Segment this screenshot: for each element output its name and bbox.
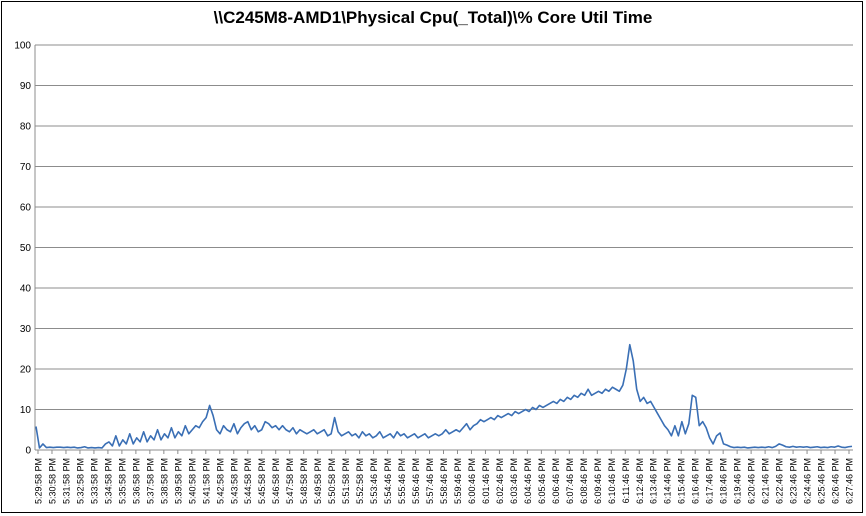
x-tick-label: 6:16:46 PM — [691, 458, 701, 504]
x-tick-label: 5:34:58 PM — [103, 458, 113, 504]
x-tick-label: 6:02:46 PM — [495, 458, 505, 504]
x-tick-label: 5:33:58 PM — [89, 458, 99, 504]
x-tick-label: 5:30:58 PM — [48, 458, 58, 504]
y-tick-label: 60 — [20, 203, 32, 214]
x-tick-label: 5:52:58 PM — [355, 458, 365, 504]
x-tick-label: 5:41:58 PM — [201, 458, 211, 504]
y-tick-label: 10 — [20, 405, 32, 416]
x-tick-label: 6:20:46 PM — [747, 458, 757, 504]
x-tick-label: 5:55:46 PM — [397, 458, 407, 504]
x-tick-label: 6:21:46 PM — [761, 458, 771, 504]
y-tick-label: 30 — [20, 324, 32, 335]
x-tick-label: 5:44:58 PM — [243, 458, 253, 504]
x-tick-label: 6:08:46 PM — [579, 458, 589, 504]
y-tick-label: 0 — [25, 446, 31, 457]
y-tick-label: 100 — [14, 41, 31, 52]
x-tick-label: 5:43:58 PM — [229, 458, 239, 504]
x-tick-label: 5:45:58 PM — [257, 458, 267, 504]
x-tick-label: 6:24:46 PM — [803, 458, 813, 504]
x-tick-label: 5:35:58 PM — [117, 458, 127, 504]
x-tick-label: 5:48:58 PM — [299, 458, 309, 504]
series-layer — [35, 343, 853, 449]
x-tick-label: 5:57:46 PM — [425, 458, 435, 504]
x-tick-label: 6:25:46 PM — [817, 458, 827, 504]
y-tick-label: 70 — [20, 162, 32, 173]
x-tick-label: 6:04:46 PM — [523, 458, 533, 504]
x-tick-label: 5:50:58 PM — [327, 458, 337, 504]
x-tick-label: 5:31:58 PM — [62, 458, 72, 504]
x-tick-label: 6:10:46 PM — [607, 458, 617, 504]
x-tick-label: 6:06:46 PM — [551, 458, 561, 504]
x-tick-label: 6:13:46 PM — [649, 458, 659, 504]
x-tick-label: 5:39:58 PM — [173, 458, 183, 504]
x-tick-label: 6:14:46 PM — [663, 458, 673, 504]
gridlines — [35, 44, 853, 410]
x-tick-label: 5:54:46 PM — [383, 458, 393, 504]
x-tick-label: 5:53:46 PM — [369, 458, 379, 504]
x-tick-label: 5:51:58 PM — [341, 458, 351, 504]
x-tick-label: 5:32:58 PM — [75, 458, 85, 504]
x-tick-label: 6:19:46 PM — [733, 458, 743, 504]
x-tick-label: 6:01:46 PM — [481, 458, 491, 504]
x-tick-label: 6:12:46 PM — [635, 458, 645, 504]
y-tick-label: 20 — [20, 365, 32, 376]
x-tick-label: 5:47:58 PM — [285, 458, 295, 504]
x-tick-label: 5:42:58 PM — [215, 458, 225, 504]
x-tick-label: 6:00:46 PM — [467, 458, 477, 504]
y-tick-label: 80 — [20, 122, 32, 133]
x-tick-label: 5:40:58 PM — [187, 458, 197, 504]
x-tick-label: 5:38:58 PM — [159, 458, 169, 504]
x-tick-label: 6:22:46 PM — [775, 458, 785, 504]
x-tick-label: 5:37:58 PM — [145, 458, 155, 504]
x-tick-label: 6:03:46 PM — [509, 458, 519, 504]
chart-title: \\C245M8-AMD1\Physical Cpu(_Total)\% Cor… — [213, 8, 653, 27]
x-tick-label: 6:07:46 PM — [565, 458, 575, 504]
y-tick-labels: 0 10 20 30 40 50 60 70 80 90 100 — [14, 41, 31, 457]
x-tick-label: 5:46:58 PM — [271, 458, 281, 504]
x-tick-label: 6:18:46 PM — [719, 458, 729, 504]
x-tick-label: 5:36:58 PM — [131, 458, 141, 504]
x-tick-label: 6:09:46 PM — [593, 458, 603, 504]
x-tick-label: 6:11:46 PM — [621, 458, 631, 503]
x-tick-label: 5:59:46 PM — [453, 458, 463, 504]
x-tick-label: 6:15:46 PM — [677, 458, 687, 504]
y-tick-label: 90 — [20, 81, 32, 92]
series-line — [35, 343, 853, 449]
x-tick-label: 6:27:46 PM — [845, 458, 855, 504]
y-tick-label: 40 — [20, 284, 32, 295]
x-tick-label: 6:17:46 PM — [705, 458, 715, 504]
x-tick-label: 6:23:46 PM — [789, 458, 799, 504]
axes — [34, 45, 853, 454]
x-tick-label: 5:29:58 PM — [34, 458, 44, 504]
x-tick-label: 6:05:46 PM — [537, 458, 547, 504]
x-tick-label: 5:58:46 PM — [439, 458, 449, 504]
x-tick-label: 5:56:46 PM — [411, 458, 421, 504]
x-tick-labels: 5:29:58 PM 5:30:58 PM 5:31:58 PM 5:32:58 PM… — [34, 458, 855, 504]
x-tick-label: 5:49:58 PM — [313, 458, 323, 504]
x-tick-label: 6:26:46 PM — [831, 458, 841, 504]
y-tick-label: 50 — [20, 243, 32, 254]
